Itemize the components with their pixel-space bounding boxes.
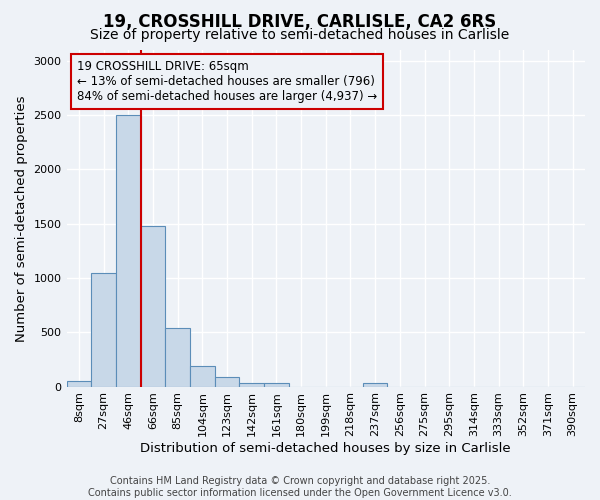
Y-axis label: Number of semi-detached properties: Number of semi-detached properties <box>15 95 28 342</box>
Text: Contains HM Land Registry data © Crown copyright and database right 2025.
Contai: Contains HM Land Registry data © Crown c… <box>88 476 512 498</box>
Bar <box>67 381 91 386</box>
Bar <box>190 366 215 386</box>
Bar <box>239 384 264 386</box>
Bar <box>363 384 388 386</box>
Text: 19, CROSSHILL DRIVE, CARLISLE, CA2 6RS: 19, CROSSHILL DRIVE, CARLISLE, CA2 6RS <box>103 12 497 30</box>
Bar <box>140 226 165 386</box>
Bar <box>116 115 140 386</box>
X-axis label: Distribution of semi-detached houses by size in Carlisle: Distribution of semi-detached houses by … <box>140 442 511 455</box>
Text: Size of property relative to semi-detached houses in Carlisle: Size of property relative to semi-detach… <box>91 28 509 42</box>
Bar <box>215 378 239 386</box>
Bar <box>264 384 289 386</box>
Bar <box>165 328 190 386</box>
Bar <box>91 272 116 386</box>
Text: 19 CROSSHILL DRIVE: 65sqm
← 13% of semi-detached houses are smaller (796)
84% of: 19 CROSSHILL DRIVE: 65sqm ← 13% of semi-… <box>77 60 377 103</box>
